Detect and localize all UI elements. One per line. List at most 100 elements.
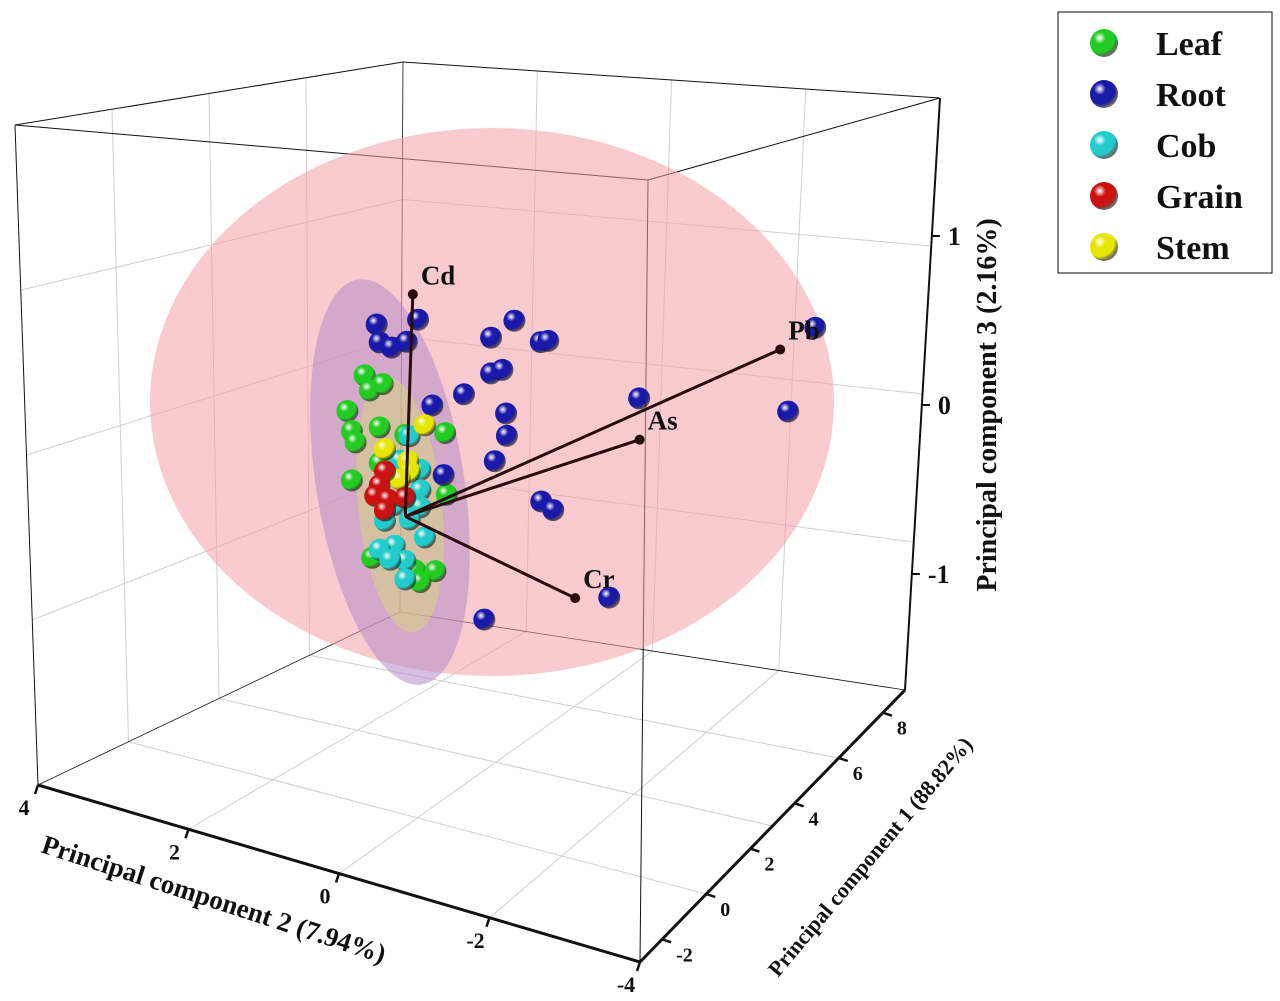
point-root xyxy=(628,387,651,410)
point-stem xyxy=(413,414,436,437)
z-tick-label: -1 xyxy=(928,560,950,589)
point-root xyxy=(421,394,444,417)
ellipsoid-all xyxy=(150,128,834,676)
legend-item-leaf: Leaf xyxy=(1090,26,1223,63)
grid-line xyxy=(218,698,773,827)
point-root xyxy=(480,326,503,349)
legend-marker xyxy=(1090,182,1118,210)
z-axis-line xyxy=(904,97,941,691)
loading-tip xyxy=(570,593,581,604)
loading-vectors: Cd Pb As Cr xyxy=(403,260,820,604)
confidence-ellipsoids xyxy=(150,128,834,685)
loading-label: Pb xyxy=(788,315,820,345)
point-root xyxy=(495,424,518,447)
legend-marker xyxy=(1090,131,1118,159)
y-axis-title: Principal component 1 (88.82%) xyxy=(763,732,978,981)
point-leaf xyxy=(371,373,394,396)
x-tick xyxy=(485,917,491,928)
x-tick xyxy=(334,873,341,883)
legend-marker xyxy=(1090,80,1118,108)
y-tick xyxy=(882,711,893,717)
legend-label: Cob xyxy=(1156,128,1216,165)
point-root xyxy=(453,383,475,406)
y-tick-label: 0 xyxy=(720,899,730,921)
legend-marker xyxy=(1090,29,1118,57)
point-leaf xyxy=(344,431,367,454)
loading-arrow-cr xyxy=(404,515,576,600)
legend-item-root: Root xyxy=(1090,77,1227,114)
point-root xyxy=(395,330,418,353)
point-root xyxy=(473,608,496,631)
legend-item-cob: Cob xyxy=(1090,128,1216,165)
point-leaf xyxy=(434,422,457,444)
point-leaf xyxy=(368,416,391,439)
loading-arrow-pb xyxy=(404,348,781,518)
loading-arrow-cd xyxy=(403,294,415,517)
point-root xyxy=(542,499,565,522)
point-stem xyxy=(374,438,396,461)
y-tick-label: 8 xyxy=(897,718,907,740)
x-axis-title: Principal component 2 (7.94%) xyxy=(38,829,390,969)
legend-item-stem: Stem xyxy=(1090,230,1230,267)
box-edge xyxy=(14,124,39,786)
x-tick xyxy=(33,784,40,795)
point-cob xyxy=(379,548,402,571)
y-tick-label: 2 xyxy=(764,854,774,876)
point-cob xyxy=(394,568,417,591)
x-tick xyxy=(184,828,190,839)
y-tick xyxy=(661,938,672,944)
loading-tip xyxy=(775,344,786,355)
y-tick xyxy=(750,847,760,853)
box-edge xyxy=(14,61,404,126)
point-root xyxy=(503,309,526,332)
loading-arrow-as xyxy=(404,438,641,518)
x-tick-label: -2 xyxy=(466,928,484,953)
point-root xyxy=(777,400,800,423)
z-tick-label: 1 xyxy=(948,222,961,251)
z-axis-title: Principal component 3 (2.16%) xyxy=(972,218,1003,591)
y-tick xyxy=(794,802,804,808)
x-tick-label: -4 xyxy=(617,972,635,997)
y-tick xyxy=(705,892,716,899)
point-root xyxy=(491,358,514,381)
point-cob xyxy=(398,425,421,448)
legend-label: Stem xyxy=(1156,230,1230,267)
legend-item-grain: Grain xyxy=(1090,179,1243,216)
y-axis-line xyxy=(638,688,907,964)
x-tick-label: 4 xyxy=(19,795,30,820)
point-grain xyxy=(374,499,396,522)
loading-tip xyxy=(407,289,418,300)
y-tick-label: -2 xyxy=(676,944,693,966)
legend-label: Grain xyxy=(1156,179,1243,216)
point-leaf xyxy=(336,400,359,423)
point-root xyxy=(598,586,621,609)
point-root xyxy=(432,464,455,487)
x-tick-label: 2 xyxy=(169,839,180,864)
loading-label: As xyxy=(648,406,678,436)
loading-tip xyxy=(634,434,645,445)
box-edge xyxy=(647,97,941,181)
y-tick-label: 4 xyxy=(809,808,819,830)
point-cob xyxy=(413,526,436,549)
legend: Leaf Root Cob Grain Stem xyxy=(1057,11,1273,274)
grid-line xyxy=(489,670,780,919)
point-root xyxy=(804,316,827,339)
legend-label: Root xyxy=(1156,77,1227,114)
loading-label: Cr xyxy=(583,564,614,594)
y-tick-label: 6 xyxy=(853,763,863,785)
point-root xyxy=(495,402,518,425)
point-root xyxy=(483,450,506,473)
score-points xyxy=(336,308,827,631)
loading-label: Cd xyxy=(421,260,456,290)
point-root xyxy=(365,313,388,336)
legend-label: Leaf xyxy=(1156,26,1223,63)
point-leaf xyxy=(340,469,363,492)
box-edge xyxy=(402,61,941,99)
x-tick xyxy=(635,961,642,972)
y-tick xyxy=(838,756,849,763)
z-tick-label: 0 xyxy=(938,391,951,420)
legend-marker xyxy=(1090,233,1118,261)
point-root xyxy=(537,329,560,352)
